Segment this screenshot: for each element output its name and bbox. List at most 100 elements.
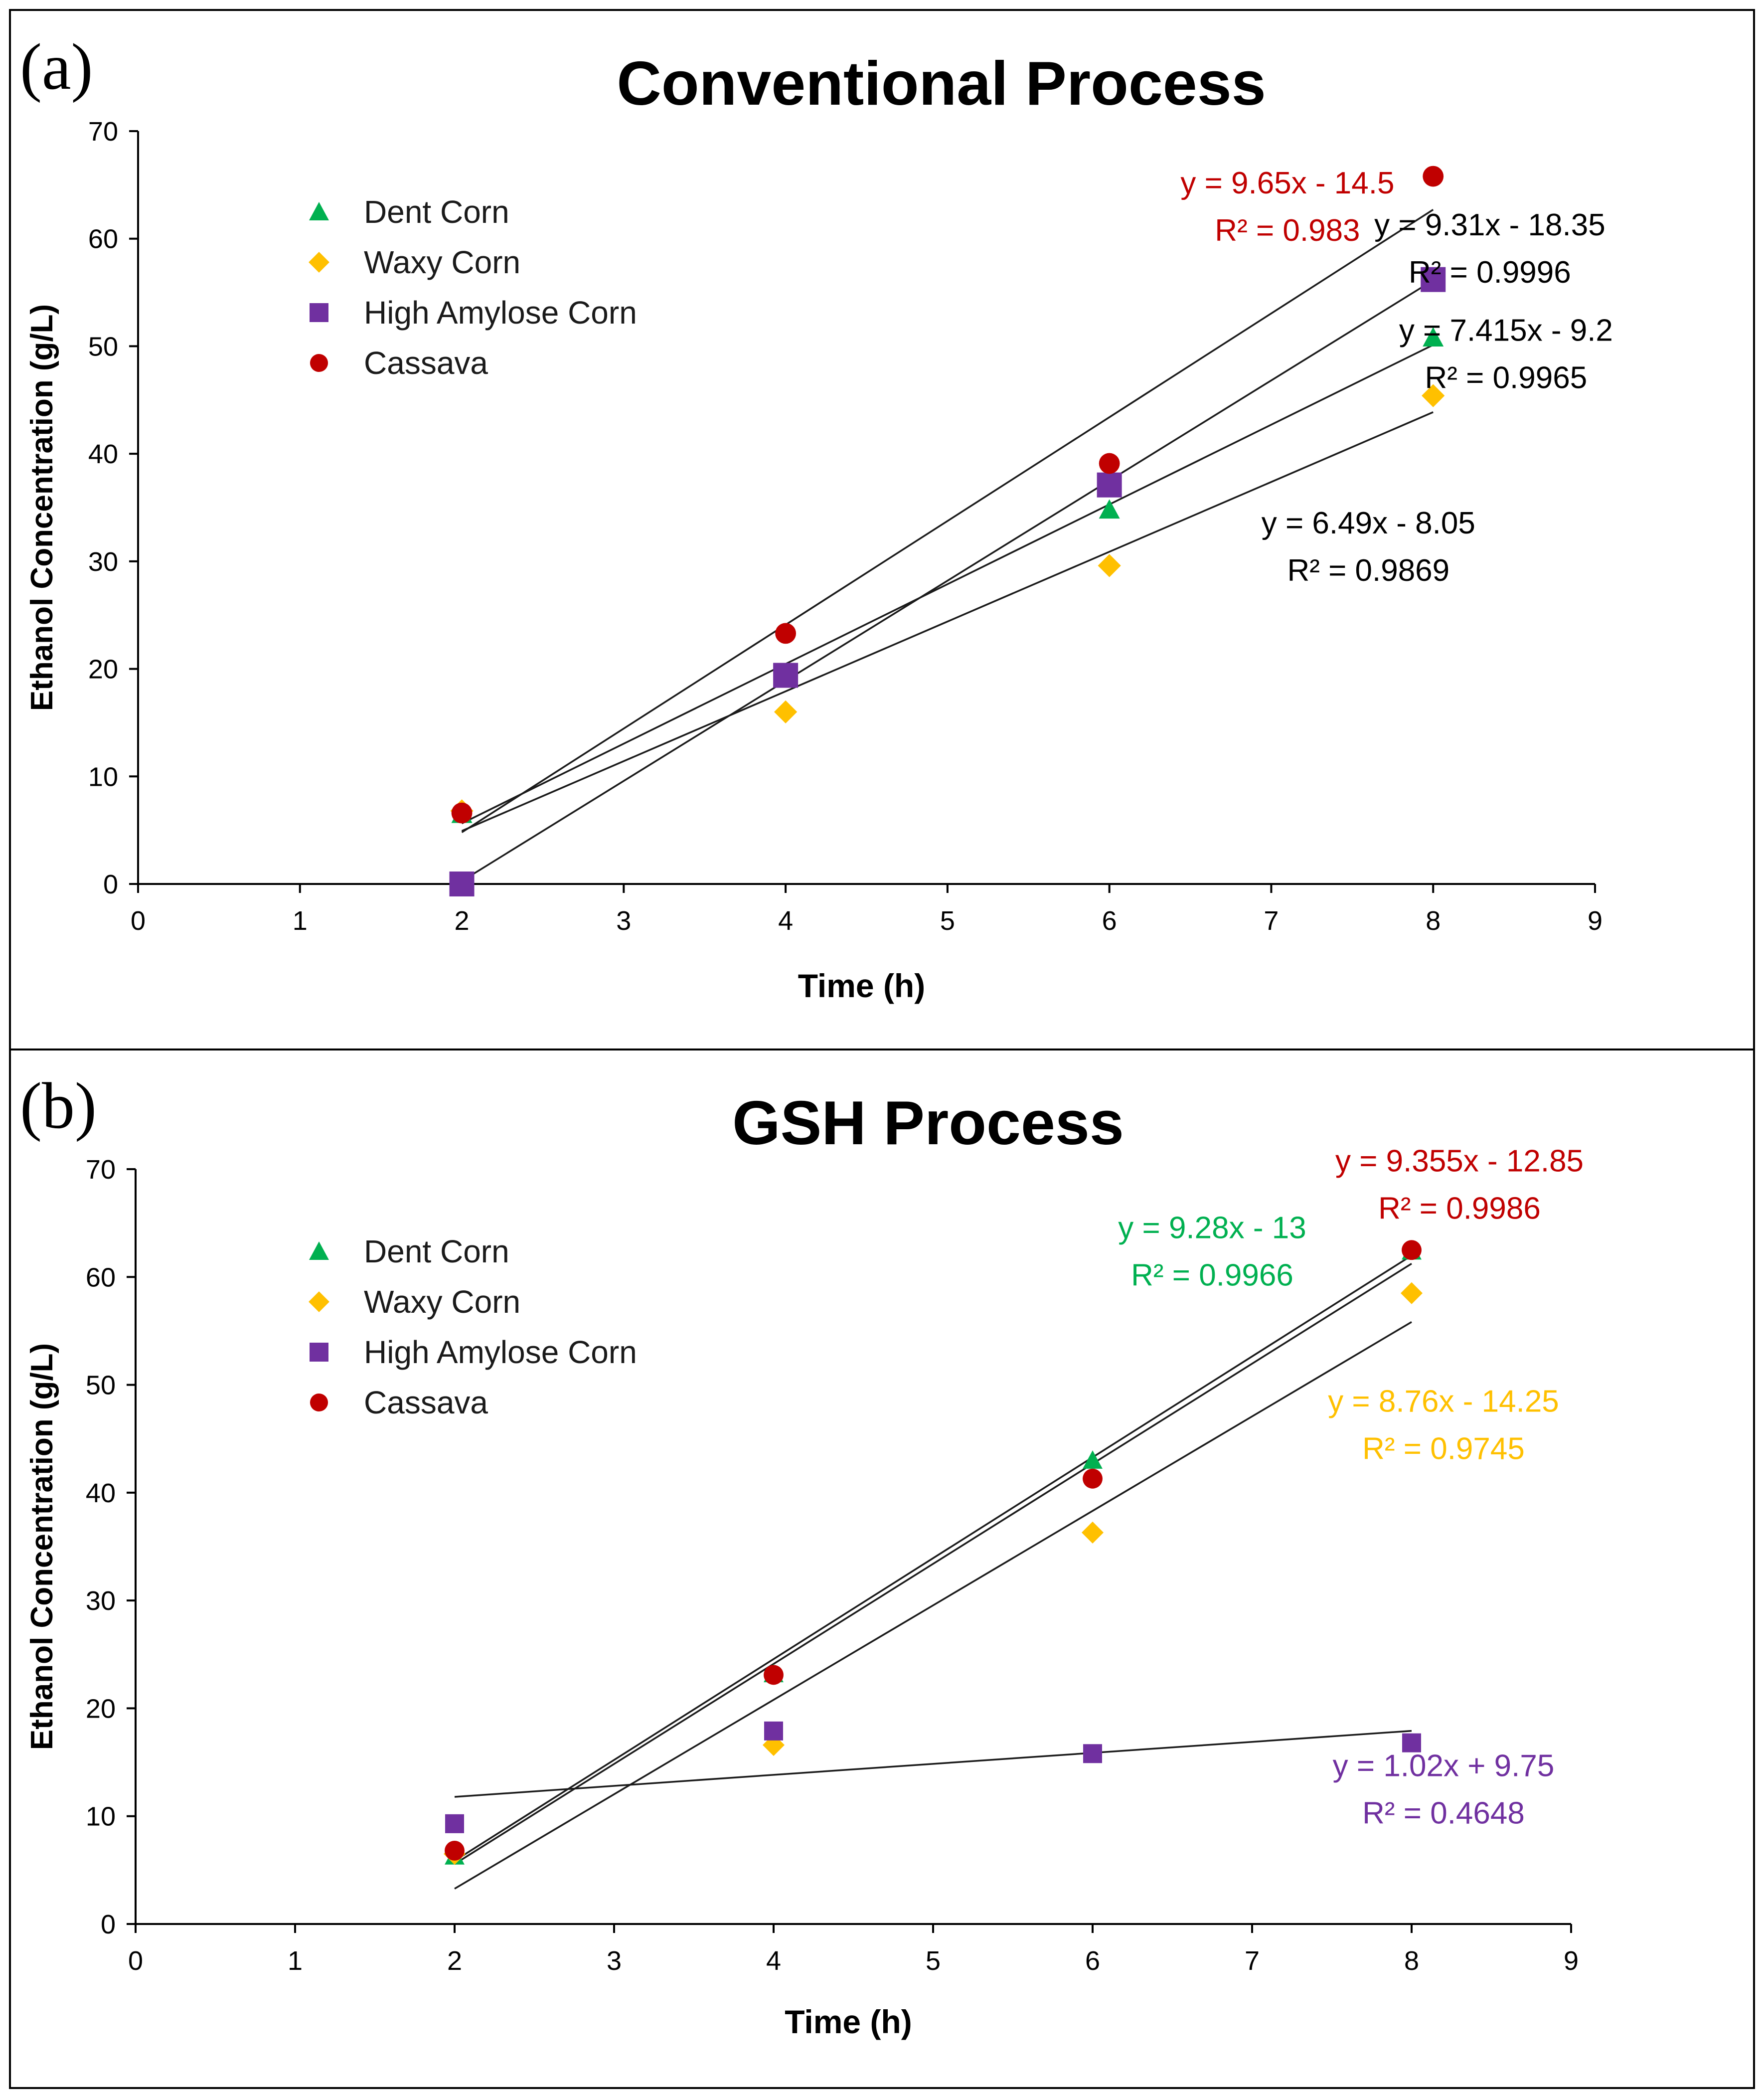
data-point-cassava [1423, 166, 1444, 187]
data-point-high-amylose-corn [1421, 267, 1446, 292]
trendline-annotations: y = 9.355x - 12.85 R² = 0.9986 y = 9.28x -… [1118, 1144, 1584, 1830]
y-tick-label: 20 [86, 1694, 116, 1724]
data-point-waxy-corn [1082, 1521, 1104, 1544]
y-tick-label: 40 [88, 439, 118, 469]
axes: 0 1 2 3 4 5 6 7 8 9 0 10 20 30 40 50 60 70 [88, 117, 1603, 936]
legend: Dent Corn Waxy Corn High Amylose Corn Cassa… [309, 1233, 637, 1420]
data-point-cassava [775, 623, 797, 644]
trendline-cassava [454, 1254, 1412, 1862]
trendline-r-squared: R² = 0.9745 [1362, 1432, 1525, 1466]
y-tick-label: 20 [88, 655, 118, 685]
trendline-equation: y = 6.49x - 8.05 [1262, 506, 1475, 540]
legend-label-waxy-corn: Waxy Corn [364, 1284, 520, 1320]
y-tick-label: 60 [88, 224, 118, 254]
data-point-dent-corn [1099, 499, 1120, 519]
trendlines [454, 1254, 1412, 1890]
legend-marker-dent-corn [309, 202, 329, 220]
y-tick-label: 10 [86, 1802, 116, 1832]
legend-marker-high-amylose-corn [310, 303, 328, 322]
trendline-equation: y = 9.355x - 12.85 [1335, 1144, 1584, 1178]
y-tick-label: 40 [86, 1478, 116, 1508]
trendline-equation: y = 7.415x - 9.2 [1399, 314, 1613, 348]
trendline-r-squared: R² = 0.4648 [1362, 1796, 1525, 1831]
legend-label-dent-corn: Dent Corn [364, 1233, 509, 1269]
legend-label-cassava: Cassava [364, 1385, 488, 1420]
legend-marker-waxy-corn [309, 1291, 329, 1312]
x-tick-label: 7 [1264, 906, 1279, 936]
y-tick-label: 70 [88, 117, 118, 147]
series-high-amylose-corn [449, 267, 1446, 896]
data-point-dent-corn [1423, 327, 1444, 347]
series-high-amylose-corn [445, 1721, 1421, 1833]
legend-label-high-amylose-corn: High Amylose Corn [364, 295, 637, 331]
trendline-r-squared: R² = 0.9986 [1378, 1191, 1541, 1225]
legend-label-waxy-corn: Waxy Corn [364, 244, 520, 280]
data-point-high-amylose-corn [773, 663, 799, 688]
data-point-dent-corn [1083, 1450, 1103, 1469]
data-point-waxy-corn [1098, 554, 1121, 577]
y-tick-label: 0 [101, 1910, 116, 1939]
y-tick-label: 60 [86, 1262, 116, 1292]
legend-marker-high-amylose-corn [310, 1343, 328, 1362]
chart-title: GSH Process [732, 1089, 1124, 1158]
x-tick-label: 6 [1085, 1946, 1100, 1976]
trendline-waxy-corn [454, 1321, 1412, 1890]
trendline-dent-corn [454, 1262, 1412, 1865]
x-tick-label: 2 [447, 1946, 462, 1976]
panel-label: (b) [20, 1069, 97, 1142]
data-point-waxy-corn [774, 700, 798, 723]
data-point-cassava [445, 1840, 465, 1861]
chart-title: Conventional Process [617, 49, 1266, 118]
data-point-cassava [764, 1665, 784, 1685]
trendline-high-amylose-corn [454, 1730, 1412, 1798]
x-tick-label: 2 [455, 906, 470, 936]
axes: 0 1 2 3 4 5 6 7 8 9 0 10 20 30 40 50 60 70 [86, 1155, 1579, 1976]
x-tick-label: 9 [1564, 1946, 1579, 1976]
legend-label-high-amylose-corn: High Amylose Corn [364, 1334, 637, 1370]
y-tick-label: 10 [88, 762, 118, 792]
y-axis-label: Ethanol Concentration (g/L) [25, 1343, 59, 1750]
chart-panel-b: (b) GSH Process 0 1 2 3 4 5 6 7 8 9 0 10 20 30 40 50 60 70 T… [9, 1049, 1755, 2089]
legend-marker-cassava [310, 1393, 328, 1412]
data-point-cassava [1083, 1468, 1103, 1489]
series-cassava [445, 1240, 1422, 1861]
trendlines [461, 208, 1434, 882]
trendline-r-squared: R² = 0.9996 [1409, 255, 1571, 290]
y-tick-label: 50 [88, 332, 118, 361]
data-point-waxy-corn [1401, 1282, 1423, 1304]
trendline-equation: y = 1.02x + 9.75 [1333, 1749, 1555, 1783]
data-point-high-amylose-corn [1083, 1744, 1102, 1763]
x-tick-label: 3 [616, 906, 631, 936]
legend-label-cassava: Cassava [364, 345, 488, 381]
trendline-r-squared: R² = 0.983 [1215, 213, 1360, 248]
x-axis-label: Time (h) [785, 2003, 912, 2040]
data-point-waxy-corn [1422, 384, 1445, 407]
x-tick-label: 5 [926, 1946, 941, 1976]
data-point-cassava [1099, 453, 1120, 474]
trendline-equation: y = 9.28x - 13 [1118, 1211, 1306, 1245]
data-point-high-amylose-corn [449, 872, 475, 896]
panel-border [9, 1049, 1755, 2089]
x-tick-label: 1 [288, 1946, 303, 1976]
x-tick-label: 8 [1426, 906, 1441, 936]
x-tick-label: 7 [1245, 1946, 1260, 1976]
x-tick-label: 0 [131, 906, 146, 936]
x-tick-label: 0 [128, 1946, 143, 1976]
x-tick-label: 3 [607, 1946, 622, 1976]
trendline-equation: y = 9.31x - 18.35 [1374, 208, 1605, 242]
trendline-equation: y = 9.65x - 14.5 [1180, 166, 1394, 200]
data-point-high-amylose-corn [1402, 1733, 1421, 1752]
data-point-high-amylose-corn [445, 1814, 464, 1833]
x-axis-label: Time (h) [798, 967, 925, 1004]
legend-marker-waxy-corn [309, 252, 329, 273]
series-waxy-corn [450, 384, 1445, 823]
legend-marker-dent-corn [309, 1241, 329, 1260]
trendline-r-squared: R² = 0.9965 [1425, 361, 1588, 395]
trendline-waxy-corn [461, 411, 1434, 832]
x-tick-label: 4 [778, 906, 793, 936]
legend-marker-cassava [310, 353, 328, 372]
legend-label-dent-corn: Dent Corn [364, 194, 509, 230]
y-tick-label: 30 [88, 547, 118, 577]
data-point-cassava [451, 802, 473, 824]
x-tick-label: 4 [766, 1946, 781, 1976]
